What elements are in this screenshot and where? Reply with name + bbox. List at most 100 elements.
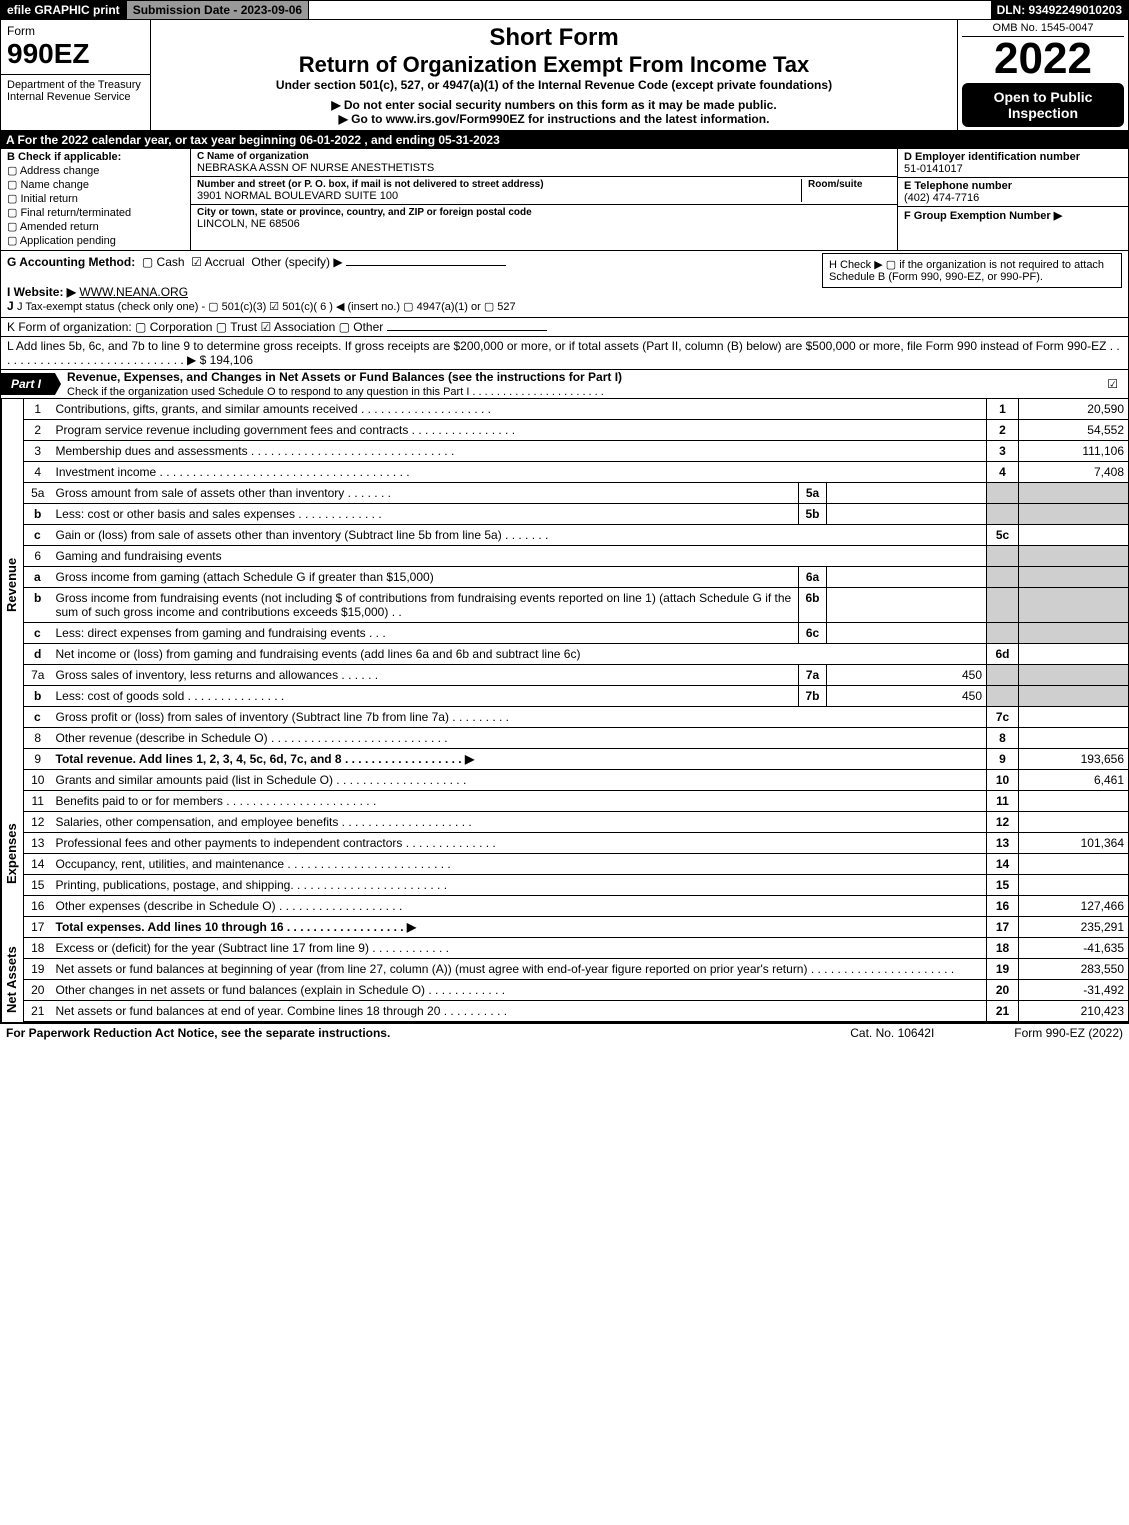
box-c: C Name of organization NEBRASKA ASSN OF … — [191, 149, 898, 250]
box-b: B Check if applicable: Address change Na… — [1, 149, 191, 250]
expenses-vlabel: Expenses — [1, 770, 23, 938]
k-other-blank[interactable] — [387, 330, 547, 331]
line-14: 14Occupancy, rent, utilities, and mainte… — [24, 854, 1129, 875]
netassets-table: 18Excess or (deficit) for the year (Subt… — [23, 938, 1129, 1022]
cb-name-change[interactable]: Name change — [7, 178, 184, 191]
tel-value: (402) 474-7716 — [904, 192, 1122, 204]
part-i-header: Part I Revenue, Expenses, and Changes in… — [0, 370, 1129, 399]
cb-final-return[interactable]: Final return/terminated — [7, 206, 184, 219]
street-value: 3901 NORMAL BOULEVARD SUITE 100 — [197, 190, 801, 202]
short-form-title: Short Form — [157, 24, 951, 52]
line-12: 12Salaries, other compensation, and empl… — [24, 812, 1129, 833]
g-other-blank[interactable] — [346, 265, 506, 266]
row-j: J J Tax-exempt status (check only one) -… — [7, 299, 1122, 313]
ein-label: D Employer identification number — [904, 151, 1122, 163]
row-k: K Form of organization: ▢ Corporation ▢ … — [0, 318, 1129, 337]
header-center: Short Form Return of Organization Exempt… — [151, 20, 958, 130]
org-name-label: C Name of organization — [197, 151, 891, 162]
line-19: 19Net assets or fund balances at beginni… — [24, 959, 1129, 980]
line-10: 10Grants and similar amounts paid (list … — [24, 770, 1129, 791]
line-6d: dNet income or (loss) from gaming and fu… — [24, 644, 1129, 665]
cb-application-pending[interactable]: Application pending — [7, 234, 184, 247]
instr-ssn: ▶ Do not enter social security numbers o… — [157, 98, 951, 112]
page-footer: For Paperwork Reduction Act Notice, see … — [0, 1024, 1129, 1042]
topbar: efile GRAPHIC print Submission Date - 20… — [0, 0, 1129, 20]
instr-goto: ▶ Go to www.irs.gov/Form990EZ for instru… — [157, 112, 951, 126]
line-5a: 5aGross amount from sale of assets other… — [24, 483, 1129, 504]
section-g-to-j: H Check ▶ ▢ if the organization is not r… — [0, 251, 1129, 318]
form-number: 990EZ — [7, 38, 144, 70]
line-20: 20Other changes in net assets or fund ba… — [24, 980, 1129, 1001]
part-i-check-text: Check if the organization used Schedule … — [67, 386, 604, 398]
submission-date: Submission Date - 2023-09-06 — [126, 1, 309, 19]
city-value: LINCOLN, NE 68506 — [197, 218, 891, 230]
line-1: 1Contributions, gifts, grants, and simil… — [24, 399, 1129, 420]
line-7c: cGross profit or (loss) from sales of in… — [24, 707, 1129, 728]
expenses-table: 10Grants and similar amounts paid (list … — [23, 770, 1129, 938]
group-exemption-label: F Group Exemption Number ▶ — [904, 209, 1122, 222]
cb-cash[interactable]: Cash — [142, 255, 185, 269]
line-13: 13Professional fees and other payments t… — [24, 833, 1129, 854]
i-label: I Website: ▶ — [7, 285, 76, 299]
line-15: 15Printing, publications, postage, and s… — [24, 875, 1129, 896]
under-section: Under section 501(c), 527, or 4947(a)(1)… — [157, 78, 951, 92]
box-b-title: B Check if applicable: — [7, 151, 184, 163]
city-label: City or town, state or province, country… — [197, 207, 891, 218]
line-8: 8Other revenue (describe in Schedule O) … — [24, 728, 1129, 749]
line-2: 2Program service revenue including gover… — [24, 420, 1129, 441]
cb-accrual[interactable]: Accrual — [191, 255, 244, 269]
k-text: K Form of organization: ▢ Corporation ▢ … — [7, 320, 383, 334]
j-text: J Tax-exempt status (check only one) - ▢… — [17, 301, 516, 313]
part-i-checkbox[interactable]: ☑ — [1107, 377, 1128, 391]
revenue-table: 1Contributions, gifts, grants, and simil… — [23, 399, 1129, 770]
row-l: L Add lines 5b, 6c, and 7b to line 9 to … — [0, 337, 1129, 370]
cb-amended-return[interactable]: Amended return — [7, 220, 184, 233]
line-11: 11Benefits paid to or for members . . . … — [24, 791, 1129, 812]
footer-formno: Form 990-EZ (2022) — [1014, 1026, 1123, 1040]
form-header: Form 990EZ Department of the Treasury In… — [0, 20, 1129, 131]
netassets-section: Net Assets 18Excess or (deficit) for the… — [0, 938, 1129, 1024]
line-5b: bLess: cost or other basis and sales exp… — [24, 504, 1129, 525]
footer-left: For Paperwork Reduction Act Notice, see … — [6, 1026, 390, 1040]
section-b-to-f: B Check if applicable: Address change Na… — [0, 149, 1129, 251]
part-i-tag: Part I — [1, 373, 61, 395]
line-17: 17Total expenses. Add lines 10 through 1… — [24, 917, 1129, 938]
g-other: Other (specify) ▶ — [251, 255, 342, 269]
tax-year: 2022 — [962, 37, 1124, 81]
dln: DLN: 93492249010203 — [991, 1, 1128, 19]
line-5c: cGain or (loss) from sale of assets othe… — [24, 525, 1129, 546]
efile-label: efile GRAPHIC print — [1, 1, 126, 19]
g-label: G Accounting Method: — [7, 255, 135, 269]
line-6: 6Gaming and fundraising events — [24, 546, 1129, 567]
line-7a: 7aGross sales of inventory, less returns… — [24, 665, 1129, 686]
return-title: Return of Organization Exempt From Incom… — [157, 52, 951, 78]
org-name: NEBRASKA ASSN OF NURSE ANESTHETISTS — [197, 162, 891, 174]
l-amount: 194,106 — [210, 353, 253, 367]
line-4: 4Investment income . . . . . . . . . . .… — [24, 462, 1129, 483]
street-label: Number and street (or P. O. box, if mail… — [197, 179, 801, 190]
line-6c: cLess: direct expenses from gaming and f… — [24, 623, 1129, 644]
netassets-vlabel: Net Assets — [1, 938, 23, 1022]
row-a-taxyear: A For the 2022 calendar year, or tax yea… — [0, 131, 1129, 149]
l-text: L Add lines 5b, 6c, and 7b to line 9 to … — [7, 339, 1120, 367]
line-9: 9Total revenue. Add lines 1, 2, 3, 4, 5c… — [24, 749, 1129, 770]
website-value[interactable]: WWW.NEANA.ORG — [79, 285, 188, 299]
ein-value: 51-0141017 — [904, 163, 1122, 175]
line-21: 21Net assets or fund balances at end of … — [24, 1001, 1129, 1022]
line-7b: bLess: cost of goods sold . . . . . . . … — [24, 686, 1129, 707]
form-word: Form — [7, 24, 144, 38]
line-18: 18Excess or (deficit) for the year (Subt… — [24, 938, 1129, 959]
part-i-title: Revenue, Expenses, and Changes in Net As… — [61, 370, 1107, 398]
line-6b: bGross income from fundraising events (n… — [24, 588, 1129, 623]
tel-label: E Telephone number — [904, 180, 1122, 192]
room-label: Room/suite — [808, 179, 891, 190]
header-right: OMB No. 1545-0047 2022 Open to Public In… — [958, 20, 1128, 130]
line-6a: aGross income from gaming (attach Schedu… — [24, 567, 1129, 588]
cb-initial-return[interactable]: Initial return — [7, 192, 184, 205]
dept-treasury: Department of the Treasury Internal Reve… — [1, 74, 150, 103]
revenue-section: Revenue 1Contributions, gifts, grants, a… — [0, 399, 1129, 770]
footer-catno: Cat. No. 10642I — [850, 1026, 1014, 1040]
cb-address-change[interactable]: Address change — [7, 164, 184, 177]
box-d-e-f: D Employer identification number 51-0141… — [898, 149, 1128, 250]
revenue-vlabel: Revenue — [1, 399, 23, 770]
